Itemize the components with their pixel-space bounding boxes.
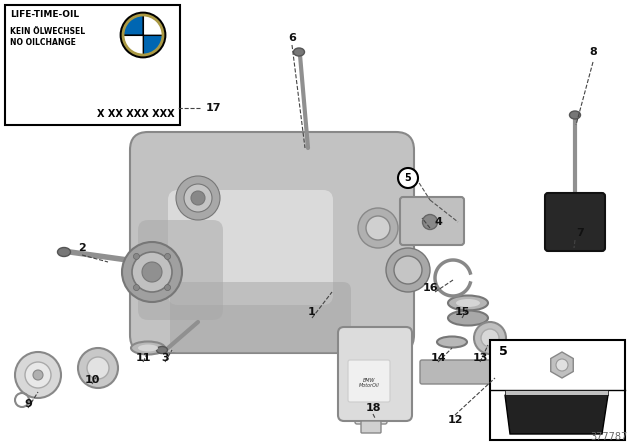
- FancyBboxPatch shape: [338, 327, 412, 421]
- Ellipse shape: [176, 176, 220, 220]
- Text: 3: 3: [161, 353, 169, 363]
- Ellipse shape: [15, 352, 61, 398]
- FancyBboxPatch shape: [545, 193, 605, 251]
- Text: 16: 16: [422, 283, 438, 293]
- Text: 17: 17: [205, 103, 221, 113]
- Ellipse shape: [422, 215, 438, 229]
- Ellipse shape: [131, 341, 165, 354]
- Polygon shape: [505, 395, 608, 434]
- Text: 18: 18: [365, 403, 381, 413]
- Text: 6: 6: [288, 33, 296, 43]
- Text: 7: 7: [576, 228, 584, 238]
- FancyBboxPatch shape: [130, 132, 414, 353]
- Wedge shape: [123, 35, 143, 55]
- Ellipse shape: [157, 346, 168, 353]
- Circle shape: [563, 349, 568, 353]
- Ellipse shape: [474, 322, 506, 354]
- Text: 1: 1: [308, 307, 316, 317]
- Circle shape: [575, 387, 580, 392]
- FancyBboxPatch shape: [400, 197, 464, 245]
- Text: 5: 5: [499, 345, 508, 358]
- Circle shape: [556, 359, 568, 371]
- Ellipse shape: [142, 262, 162, 282]
- Ellipse shape: [456, 299, 480, 307]
- Bar: [490, 340, 625, 440]
- Ellipse shape: [191, 191, 205, 205]
- Text: NO OILCHANGE: NO OILCHANGE: [10, 38, 76, 47]
- Circle shape: [575, 349, 580, 353]
- FancyBboxPatch shape: [168, 190, 333, 305]
- Ellipse shape: [448, 296, 488, 310]
- FancyBboxPatch shape: [348, 360, 390, 402]
- Circle shape: [121, 13, 165, 57]
- Ellipse shape: [570, 111, 580, 119]
- Text: 5: 5: [404, 173, 412, 183]
- Circle shape: [134, 284, 140, 291]
- Wedge shape: [123, 15, 143, 35]
- Ellipse shape: [138, 345, 158, 352]
- Text: 13: 13: [472, 353, 488, 363]
- Circle shape: [557, 367, 563, 372]
- Ellipse shape: [358, 208, 398, 248]
- Wedge shape: [143, 15, 163, 35]
- Text: 10: 10: [84, 375, 100, 385]
- Text: KEIN ÖLWECHSEL: KEIN ÖLWECHSEL: [10, 27, 85, 36]
- Circle shape: [563, 387, 568, 392]
- Text: 12: 12: [447, 415, 463, 425]
- Ellipse shape: [78, 348, 118, 388]
- Ellipse shape: [481, 329, 499, 347]
- Text: 11: 11: [135, 353, 151, 363]
- Circle shape: [582, 367, 586, 372]
- Circle shape: [134, 254, 140, 259]
- Ellipse shape: [184, 184, 212, 212]
- Ellipse shape: [563, 353, 581, 387]
- Text: 4: 4: [434, 217, 442, 227]
- Text: BMW
MotorOil: BMW MotorOil: [358, 378, 380, 388]
- Polygon shape: [505, 390, 608, 395]
- Ellipse shape: [448, 310, 488, 326]
- Text: 377787: 377787: [591, 432, 628, 442]
- FancyBboxPatch shape: [355, 402, 387, 424]
- Ellipse shape: [394, 256, 422, 284]
- Wedge shape: [143, 35, 163, 55]
- Ellipse shape: [132, 252, 172, 292]
- Text: 14: 14: [430, 353, 446, 363]
- Ellipse shape: [294, 48, 305, 56]
- FancyBboxPatch shape: [420, 360, 572, 384]
- Circle shape: [398, 168, 418, 188]
- Ellipse shape: [556, 344, 588, 396]
- Circle shape: [164, 284, 170, 291]
- FancyBboxPatch shape: [361, 421, 381, 433]
- Ellipse shape: [122, 242, 182, 302]
- Ellipse shape: [437, 336, 467, 348]
- Text: 15: 15: [454, 307, 470, 317]
- Text: LIFE-TIME-OIL: LIFE-TIME-OIL: [10, 10, 79, 19]
- Circle shape: [164, 254, 170, 259]
- Text: 8: 8: [589, 47, 597, 57]
- Text: 9: 9: [24, 399, 32, 409]
- Ellipse shape: [87, 357, 109, 379]
- Text: X XX XXX XXX: X XX XXX XXX: [97, 109, 175, 119]
- Ellipse shape: [366, 216, 390, 240]
- FancyBboxPatch shape: [170, 282, 351, 353]
- Ellipse shape: [25, 362, 51, 388]
- Text: 2: 2: [78, 243, 86, 253]
- FancyBboxPatch shape: [138, 220, 223, 320]
- Ellipse shape: [58, 247, 70, 257]
- Bar: [5, 5, 180, 125]
- Ellipse shape: [386, 248, 430, 292]
- Ellipse shape: [33, 370, 43, 380]
